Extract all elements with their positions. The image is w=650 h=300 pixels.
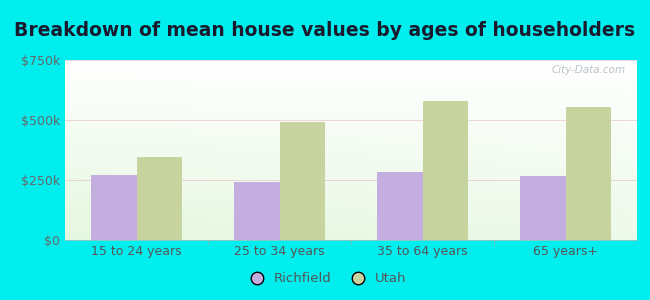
Bar bbox=[520, 176, 566, 240]
Bar bbox=[91, 175, 136, 240]
Legend: Richfield, Utah: Richfield, Utah bbox=[238, 267, 412, 290]
Bar bbox=[234, 182, 280, 240]
Text: City-Data.com: City-Data.com bbox=[551, 65, 625, 75]
Bar bbox=[566, 107, 611, 240]
Text: Breakdown of mean house values by ages of householders: Breakdown of mean house values by ages o… bbox=[14, 21, 636, 40]
Bar bbox=[136, 157, 182, 240]
Bar bbox=[280, 122, 325, 240]
Bar bbox=[422, 101, 468, 240]
Bar bbox=[377, 172, 423, 240]
